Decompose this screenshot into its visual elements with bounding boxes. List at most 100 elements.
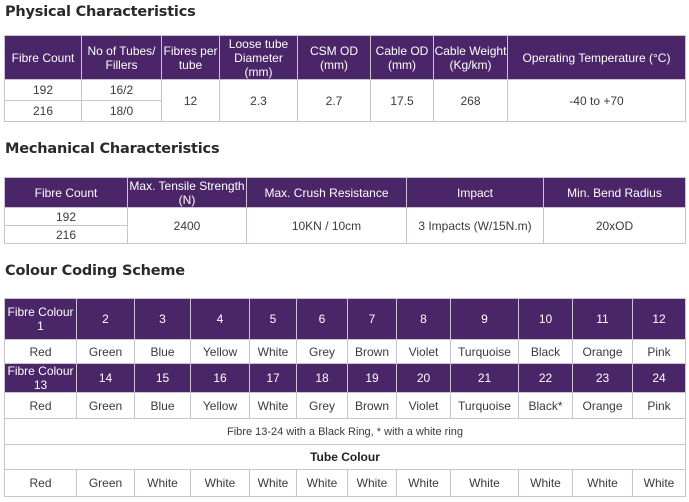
tube-colour-cell: White (518, 469, 573, 497)
header-loose-tube-diameter: Loose tube Diameter (mm) (219, 35, 298, 80)
fibre-count-cell: 192 (4, 207, 128, 226)
fibre-number-header: 20 (396, 363, 451, 393)
fibre-number-header: 7 (347, 298, 397, 340)
colour-cell: Blue (134, 392, 191, 419)
colour-cell: Brown (347, 392, 397, 419)
colour-coding-table: Fibre Colour 1 2 3 4 5 6 7 8 9 10 11 12 … (4, 298, 686, 497)
fibre-number-header: 8 (396, 298, 451, 340)
fibre-number-header: 10 (518, 298, 573, 340)
fibre-number-header: 24 (632, 363, 686, 393)
impact-cell: 3 Impacts (W/15N.m) (406, 207, 544, 244)
fibre-number-header: 23 (572, 363, 633, 393)
tube-colour-cell: White (134, 469, 191, 497)
mechanical-table: Fibre Count Max. Tensile Strength (N) Ma… (4, 177, 686, 244)
colour-cell: Violet (396, 392, 451, 419)
fibre-number-header-row: Fibre Colour 13 14 15 16 17 18 19 20 21 … (4, 363, 686, 393)
table-row: 192 16/2 12 2.3 2.7 17.5 268 -40 to +70 (4, 79, 686, 122)
fibre-number-header: 2 (76, 298, 135, 340)
colour-cell: Yellow (190, 392, 250, 419)
fibre-number-header: 17 (249, 363, 297, 393)
colour-cell: Orange (572, 392, 633, 419)
tube-colour-cell: White (396, 469, 451, 497)
fibre-number-header-row: Fibre Colour 1 2 3 4 5 6 7 8 9 10 11 12 (4, 298, 686, 340)
tube-colour-cell: Green (76, 469, 135, 497)
tube-colour-cell: White (572, 469, 633, 497)
colour-cell: Violet (396, 339, 451, 364)
colour-cell: Brown (347, 339, 397, 364)
fibre-number-header: 11 (572, 298, 633, 340)
colour-cell: Black* (518, 392, 573, 419)
colour-cell: Green (76, 339, 135, 364)
colour-cell: Red (4, 392, 77, 419)
bend-radius-cell: 20xOD (543, 207, 686, 244)
colour-cell: Turquoise (450, 339, 519, 364)
colour-cell: Black (518, 339, 573, 364)
fibre-number-header: 22 (518, 363, 573, 393)
fibre-number-header: 5 (249, 298, 297, 340)
header-fibre-count: Fibre Count (4, 177, 128, 208)
table-row: 216 18/0 (4, 100, 686, 122)
tube-colour-cell: White (347, 469, 397, 497)
table-row: 192 2400 10KN / 10cm 3 Impacts (W/15N.m)… (4, 207, 686, 244)
colour-cell: White (249, 339, 297, 364)
tube-colour-title: Tube Colour (4, 444, 686, 470)
header-tensile-strength: Max. Tensile Strength (N) (127, 177, 247, 208)
fibres-per-tube-cell: 12 (161, 79, 220, 122)
tensile-strength-cell: 2400 (127, 207, 247, 244)
colour-cell: Grey (296, 392, 348, 419)
tubes-cell: 16/2 (81, 79, 162, 101)
colour-section-title: Colour Coding Scheme (5, 263, 185, 279)
header-tubes-fillers: No of Tubes/ Fillers (81, 35, 162, 80)
fibre-number-header: 3 (134, 298, 191, 340)
header-fibres-per-tube: Fibres per tube (161, 35, 220, 80)
header-fibre-count: Fibre Count (4, 35, 82, 80)
header-impact: Impact (406, 177, 544, 208)
header-bend-radius: Min. Bend Radius (543, 177, 686, 208)
fibre-number-header: 19 (347, 363, 397, 393)
tube-colour-cell: White (190, 469, 250, 497)
tube-colour-cell: Red (4, 469, 77, 497)
header-crush-resistance: Max. Crush Resistance (246, 177, 407, 208)
physical-table: Fibre Count No of Tubes/ Fillers Fibres … (4, 35, 686, 122)
fibre-colour-row: Red Green Blue Yellow White Grey Brown V… (4, 392, 686, 419)
tube-colour-cell: White (249, 469, 297, 497)
loose-tube-cell: 2.3 (219, 79, 298, 122)
header-cable-od: Cable OD (mm) (370, 35, 434, 80)
fibre-number-header: 6 (296, 298, 348, 340)
fibre-number-header: 16 (190, 363, 250, 393)
mechanical-section-title: Mechanical Characteristics (5, 141, 220, 157)
fibre-number-header: 14 (76, 363, 135, 393)
colour-cell: Green (76, 392, 135, 419)
fibre-count-cell: 192 (4, 79, 82, 101)
physical-section-title: Physical Characteristics (5, 4, 196, 20)
fibre-colour-row: Red Green Blue Yellow White Grey Brown V… (4, 339, 686, 364)
cable-weight-cell: 268 (433, 79, 508, 122)
table-row: 216 (4, 225, 686, 244)
colour-cell: Yellow (190, 339, 250, 364)
colour-cell: Grey (296, 339, 348, 364)
fibre-count-cell: 216 (4, 100, 82, 122)
fibre-number-header: 18 (296, 363, 348, 393)
tubes-cell: 18/0 (81, 100, 162, 122)
colour-cell: Pink (632, 339, 686, 364)
cable-od-cell: 17.5 (370, 79, 434, 122)
tube-colour-cell: White (296, 469, 348, 497)
colour-cell: Orange (572, 339, 633, 364)
fibre-colour-13-label: Fibre Colour 13 (4, 363, 77, 393)
colour-cell: Pink (632, 392, 686, 419)
colour-cell: Red (4, 339, 77, 364)
ring-note: Fibre 13-24 with a Black Ring, * with a … (4, 418, 686, 445)
fibre-number-header: 9 (450, 298, 519, 340)
crush-resistance-cell: 10KN / 10cm (246, 207, 407, 244)
csm-od-cell: 2.7 (297, 79, 371, 122)
tube-colour-row: Red Green White White White White White … (4, 469, 686, 497)
tube-colour-cell: White (632, 469, 686, 497)
fibre-count-cell: 216 (4, 225, 128, 244)
operating-temperature-cell: -40 to +70 (507, 79, 686, 122)
fibre-colour-1-label: Fibre Colour 1 (4, 298, 77, 340)
header-operating-temperature: Operating Temperature (°C) (507, 35, 686, 80)
colour-cell: Blue (134, 339, 191, 364)
colour-cell: Turquoise (450, 392, 519, 419)
header-csm-od: CSM OD (mm) (297, 35, 371, 80)
tube-colour-cell: White (450, 469, 519, 497)
